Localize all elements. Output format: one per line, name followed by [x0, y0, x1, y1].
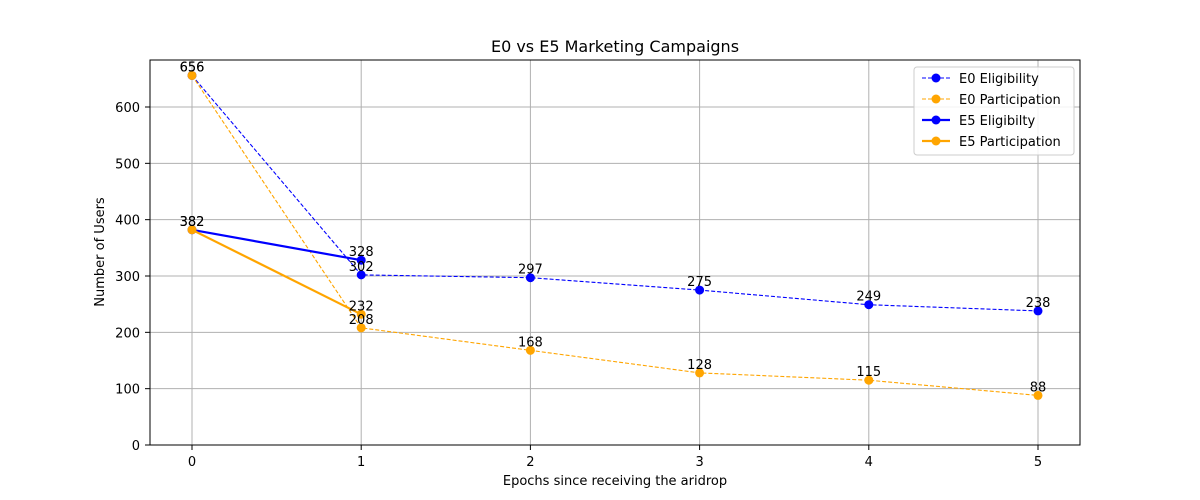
data-point	[356, 270, 366, 280]
y-tick-label: 400	[115, 214, 140, 229]
data-label: 656	[180, 60, 205, 75]
data-point	[356, 309, 366, 319]
data-label: 302	[349, 260, 374, 275]
data-label: 232	[349, 299, 374, 314]
y-axis-label: Number of Users	[93, 197, 108, 307]
legend-item: E0 Eligibility	[922, 72, 1039, 87]
data-point	[187, 225, 197, 235]
y-tick-label: 300	[115, 270, 140, 285]
x-tick-label: 3	[695, 455, 703, 470]
legend-label: E5 Participation	[959, 135, 1061, 150]
data-label: 128	[687, 358, 712, 373]
data-label: 656	[180, 60, 205, 75]
legend-label: E5 Eligibilty	[959, 114, 1035, 129]
y-tick-label: 200	[115, 326, 140, 341]
data-label: 249	[856, 290, 881, 305]
legend-label: E0 Eligibility	[959, 72, 1039, 87]
series-e5-participation	[187, 225, 366, 319]
data-point	[525, 273, 535, 283]
series-line	[191, 75, 1039, 312]
data-label: 168	[518, 335, 543, 350]
data-label: 328	[349, 245, 374, 260]
legend-marker-icon	[931, 115, 941, 125]
x-tick-label: 2	[526, 455, 534, 470]
y-tick-label: 500	[115, 157, 140, 172]
data-label: 208	[349, 313, 374, 328]
series-line	[191, 228, 362, 316]
series-line	[191, 75, 1039, 396]
data-label: 275	[687, 275, 712, 290]
data-label: 297	[518, 263, 543, 278]
x-axis-label: Epochs since receiving the aridrop	[503, 474, 727, 489]
plot-frame	[149, 59, 1081, 446]
y-tick-label: 600	[115, 101, 140, 116]
legend-item: E0 Participation	[922, 93, 1061, 108]
data-point	[525, 345, 535, 355]
legend-item: E5 Participation	[922, 135, 1061, 150]
legend-marker-icon	[931, 94, 941, 104]
x-tick-label: 4	[865, 455, 873, 470]
data-point	[356, 323, 366, 333]
data-point	[1033, 390, 1043, 400]
data-label: 382	[180, 215, 205, 230]
data-label: 115	[856, 365, 881, 380]
data-label: 238	[1026, 296, 1051, 311]
data-point	[1033, 306, 1043, 316]
data-label: 88	[1030, 380, 1047, 395]
legend-box	[913, 66, 1075, 156]
x-tick-label: 0	[188, 455, 196, 470]
data-point	[356, 255, 366, 265]
data-point	[864, 300, 874, 310]
data-point	[187, 70, 197, 80]
series-line	[191, 228, 362, 262]
x-tick-label: 5	[1034, 455, 1042, 470]
data-point	[695, 368, 705, 378]
legend-marker-icon	[931, 73, 941, 83]
data-series	[187, 70, 1043, 400]
chart-title: E0 vs E5 Marketing Campaigns	[491, 37, 739, 56]
x-axis-ticks: 0 1 2 3 4 5	[188, 445, 1042, 470]
y-tick-label: 100	[115, 383, 140, 398]
legend-marker-icon	[931, 136, 941, 146]
legend: E0 Eligibility E0 Participation E5 Eligibi…	[913, 66, 1075, 156]
data-label: 382	[180, 215, 205, 230]
x-tick-label: 1	[357, 455, 365, 470]
legend-label: E0 Participation	[959, 93, 1061, 108]
legend-item: E5 Eligibilty	[922, 114, 1035, 129]
data-point	[864, 375, 874, 385]
y-tick-label: 0	[132, 439, 140, 454]
data-point	[695, 285, 705, 295]
series-e0-participation	[187, 70, 1043, 400]
y-axis-ticks: 0 100 200 300 400 500 600	[115, 101, 150, 454]
